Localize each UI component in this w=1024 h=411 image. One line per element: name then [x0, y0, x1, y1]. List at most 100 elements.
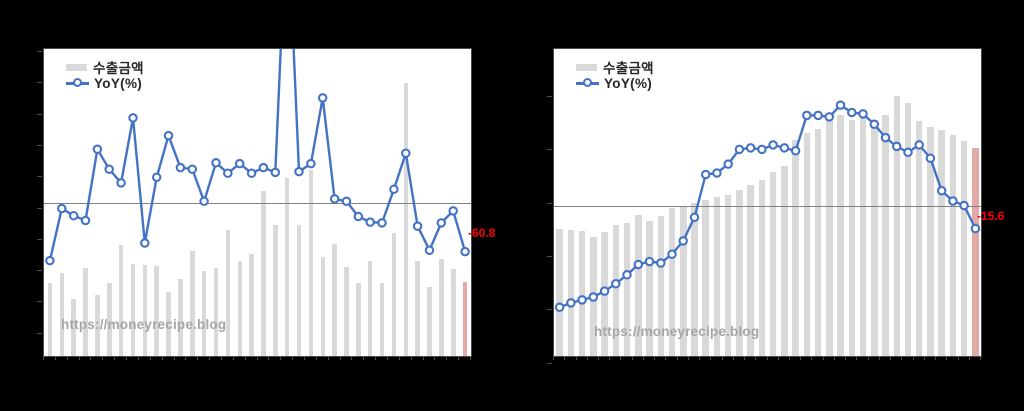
bar — [904, 102, 912, 356]
bar — [837, 115, 844, 356]
bar — [118, 245, 124, 356]
x-tick — [90, 357, 92, 360]
legend-label: 수출금액 — [93, 61, 144, 76]
plot-area-left: 수출금액 YoY(%) https://moneyrecipe.blog — [43, 48, 472, 357]
x-tick — [867, 357, 869, 360]
x-tick — [676, 357, 678, 360]
x-tick — [102, 357, 104, 360]
bar-swatch-icon — [66, 63, 87, 71]
bar — [781, 165, 788, 356]
bar — [237, 261, 242, 356]
bar — [713, 197, 721, 356]
x-tick — [845, 357, 847, 360]
bar — [882, 115, 889, 356]
legend: 수출금액 YoY(%) — [66, 59, 144, 91]
legend-label: 수출금액 — [603, 61, 654, 76]
bar — [859, 109, 867, 356]
bar — [95, 294, 100, 356]
line-swatch-icon — [576, 78, 599, 87]
x-tick — [766, 357, 768, 360]
x-tick — [777, 357, 779, 360]
x-tick — [946, 357, 948, 360]
x-tick — [244, 357, 246, 360]
bar — [367, 260, 373, 356]
bar-latest-highlighted — [462, 282, 468, 356]
x-tick — [890, 357, 892, 360]
bar — [320, 257, 325, 356]
bar — [949, 135, 957, 356]
y-tick — [37, 332, 42, 334]
bar-series — [554, 49, 981, 356]
bar — [225, 230, 231, 356]
bar — [646, 220, 653, 356]
x-tick — [280, 357, 282, 360]
zero-gridline — [554, 205, 981, 207]
bar — [344, 267, 349, 356]
bar — [201, 271, 207, 356]
x-tick — [398, 357, 400, 360]
y-tick — [547, 309, 552, 311]
x-tick — [137, 357, 139, 360]
bar — [567, 230, 575, 356]
chart-right: 수출금액 YoY(%) https://moneyrecipe.blog -15… — [547, 48, 1004, 364]
bar — [415, 261, 420, 356]
y-tick — [37, 144, 42, 146]
x-tick — [609, 357, 611, 360]
y-tick — [547, 96, 552, 97]
yoy-line-series — [554, 100, 981, 313]
x-tick — [470, 357, 471, 360]
bar — [814, 128, 822, 356]
bar — [556, 228, 563, 356]
x-tick — [687, 357, 689, 360]
x-tick — [161, 357, 163, 360]
x-tick — [789, 357, 790, 360]
y-tick — [547, 149, 552, 151]
bar — [657, 216, 664, 356]
bar — [623, 223, 631, 356]
legend-entry-bars: 수출금액 — [576, 59, 654, 76]
y-tick — [547, 255, 552, 257]
bar — [702, 200, 709, 356]
bar — [803, 133, 811, 356]
x-tick — [642, 357, 644, 360]
yoy-line-series — [45, 49, 470, 266]
x-tick — [422, 357, 424, 360]
bar — [826, 114, 833, 356]
x-tick — [620, 357, 622, 360]
bar — [154, 266, 159, 356]
x-tick — [935, 357, 937, 360]
y-tick — [37, 51, 42, 52]
x-tick — [597, 357, 599, 360]
x-tick — [303, 357, 305, 360]
bar — [427, 286, 432, 356]
x-tick — [126, 357, 127, 360]
watermark-url: https://moneyrecipe.blog — [594, 324, 760, 339]
bar — [848, 119, 855, 356]
bar — [724, 194, 732, 356]
bar — [736, 189, 743, 356]
bar — [47, 283, 53, 356]
bar — [635, 215, 642, 356]
x-tick — [315, 357, 317, 360]
plot-area-right: 수출금액 YoY(%) https://moneyrecipe.blog — [553, 48, 982, 357]
x-tick — [631, 357, 633, 360]
chart-left: 수출금액 YoY(%) https://moneyrecipe.blog -60… — [37, 48, 495, 360]
y-tick — [547, 362, 552, 364]
bar-swatch-icon — [576, 63, 597, 71]
bar — [166, 292, 171, 356]
x-tick — [339, 357, 341, 360]
x-tick — [410, 357, 412, 360]
y-tick — [37, 176, 42, 178]
bar — [332, 243, 337, 356]
bar — [927, 127, 934, 356]
legend-entry-line: YoY(%) — [576, 75, 654, 91]
x-tick — [957, 357, 959, 360]
x-tick — [553, 357, 554, 360]
x-tick — [220, 357, 222, 360]
x-tick — [878, 357, 880, 360]
x-tick — [811, 357, 813, 360]
bar — [261, 191, 266, 356]
legend: 수출금액 YoY(%) — [576, 59, 654, 91]
x-tick — [575, 357, 577, 360]
bar — [273, 225, 278, 356]
